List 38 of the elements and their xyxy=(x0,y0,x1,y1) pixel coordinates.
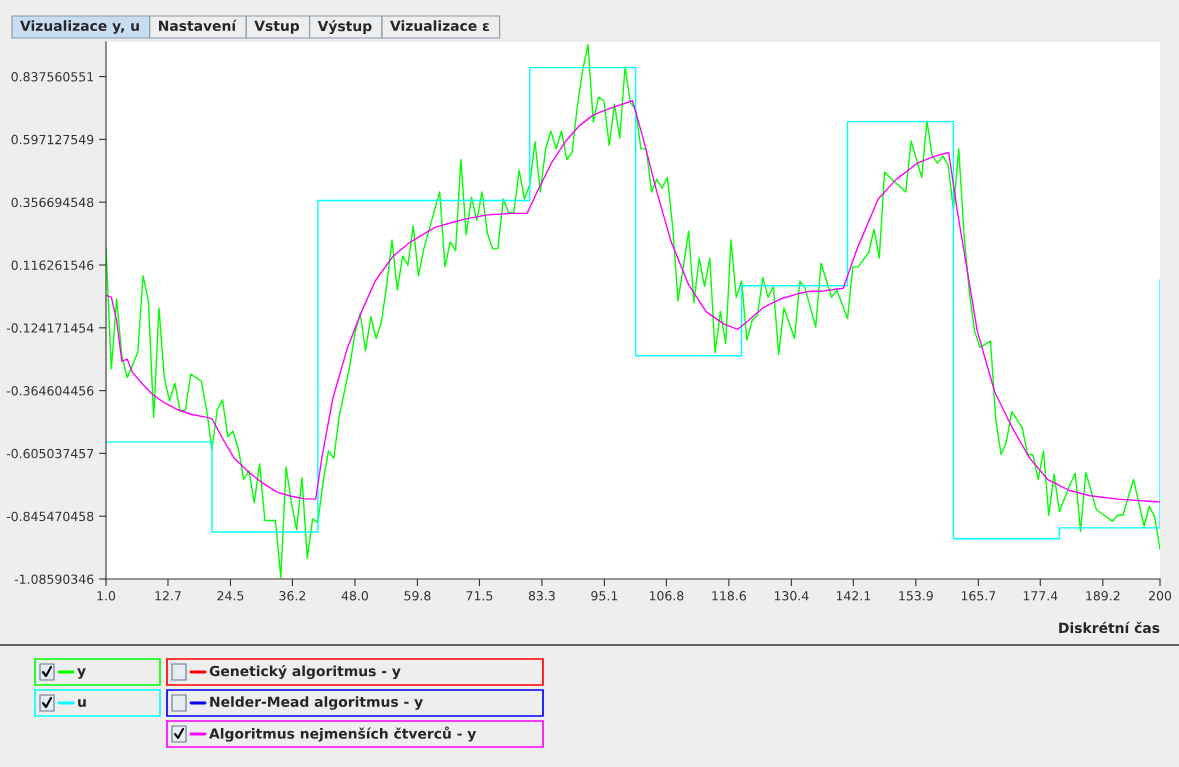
y-tick-label: -1.08590346 xyxy=(14,574,94,584)
text: Vizualizace y, u xyxy=(20,20,139,34)
x-tick-label: 95.1 xyxy=(591,591,618,601)
x-tick-label: 83.3 xyxy=(528,591,555,601)
x-tick-label: 1.0 xyxy=(97,591,116,601)
y-tick-label: 0.356694548 xyxy=(11,197,94,208)
y-tick-label: 0.837560551 xyxy=(11,72,94,82)
text: Nelder-Mead algoritmus - y xyxy=(210,696,423,710)
y-tick-label: -0.124171454 xyxy=(6,323,94,333)
x-tick-label: 177.4 xyxy=(1023,591,1058,601)
text: Vstup xyxy=(254,20,300,34)
x-tick-label: 24.5 xyxy=(217,591,244,601)
x-tick-label: 153.9 xyxy=(899,591,933,601)
text: Vizualizace ε xyxy=(390,20,489,32)
x-tick-label: 142.1 xyxy=(836,591,871,601)
x-tick-label: 12.7 xyxy=(155,591,181,601)
text: Genetický algoritmus - y xyxy=(209,664,401,680)
x-tick-label: 59.8 xyxy=(404,591,431,601)
x-tick-label: 48.0 xyxy=(341,591,369,601)
text: Výstup xyxy=(317,19,372,35)
y-tick-label: -0.364604456 xyxy=(6,386,94,396)
x-tick-label: 200 xyxy=(1148,591,1172,601)
x-tick-label: 130.4 xyxy=(774,591,809,601)
text: Nastavení xyxy=(159,19,237,32)
x-axis-title: Diskrétní čas xyxy=(1059,621,1160,634)
x-tick-label: 189.2 xyxy=(1086,591,1120,601)
legend-label: y xyxy=(77,668,86,679)
x-tick-label: 118.6 xyxy=(712,591,746,601)
x-tick-label: 36.2 xyxy=(279,591,306,601)
y-tick-label: 0.597127549 xyxy=(11,134,94,145)
x-tick-label: 165.7 xyxy=(961,591,996,601)
y-tick-label: 0.116261546 xyxy=(11,260,94,270)
x-tick-label: 106.8 xyxy=(649,591,684,601)
legend-label: u xyxy=(78,699,86,708)
legend-label: Algoritmus nejmenších čtverců - y xyxy=(209,726,477,742)
y-tick-label: -0.605037457 xyxy=(6,448,94,459)
x-tick-label: 71.5 xyxy=(466,591,493,601)
y-tick-label: -0.845470458 xyxy=(6,511,94,522)
